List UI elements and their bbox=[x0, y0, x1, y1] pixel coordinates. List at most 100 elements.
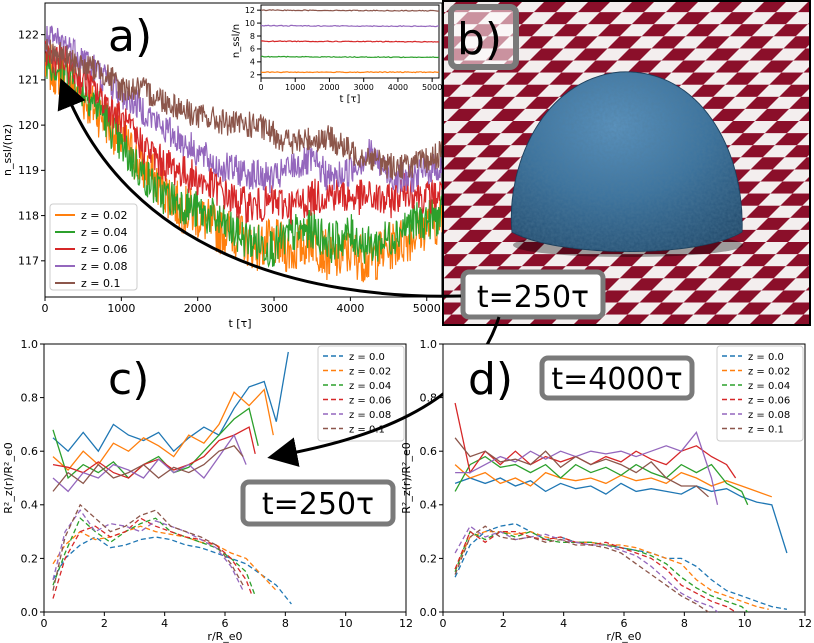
inset-ytick-label: 4 bbox=[250, 58, 255, 67]
legend-c-label: z = 0.0 bbox=[349, 352, 385, 363]
panel_d-xtick-label: 10 bbox=[738, 617, 752, 630]
legend-d-label: z = 0.06 bbox=[748, 396, 790, 407]
panel_c-ytick-label: 0.8 bbox=[21, 391, 39, 404]
panel-d-time-box bbox=[539, 355, 695, 401]
panel-b-time-box bbox=[460, 269, 606, 320]
inset-xtick-label: 5000 bbox=[422, 83, 442, 92]
panel-d-time: t=4000τ bbox=[551, 362, 682, 397]
panel-a-xtick-label: 3000 bbox=[260, 302, 288, 315]
panel_c-series-line-5 bbox=[52, 503, 244, 591]
panel_d-series-line-4 bbox=[454, 525, 718, 613]
inset-xtick-label: 3000 bbox=[354, 83, 374, 92]
inset-xtick-label: 4000 bbox=[388, 83, 408, 92]
inset-ytick-label: 2 bbox=[250, 71, 255, 80]
panel_c-xtick-label: 10 bbox=[339, 617, 353, 630]
panel_d-xtick-label: 8 bbox=[681, 617, 688, 630]
panel-a-ytick-label: 117 bbox=[18, 255, 39, 268]
panel_c-series-line-6 bbox=[52, 351, 289, 453]
panel_d-xtick-label: 4 bbox=[560, 617, 567, 630]
panel_d-ytick-label: 0.4 bbox=[420, 499, 438, 512]
legend-c-label: z = 0.08 bbox=[349, 410, 391, 421]
series-line-2 bbox=[45, 40, 442, 226]
panel-a-letter: a) bbox=[108, 11, 152, 62]
legend-a-label: z = 0.1 bbox=[81, 277, 120, 290]
panel_c-series-line-3 bbox=[52, 517, 253, 599]
panel_d-xtick-label: 12 bbox=[798, 617, 812, 630]
panel_c-series-line-0 bbox=[52, 536, 292, 605]
panel_c-xtick-label: 0 bbox=[41, 617, 48, 630]
panel_d-series-line-0 bbox=[454, 522, 788, 610]
legend-c-label: z = 0.04 bbox=[349, 381, 391, 392]
panel_d-series-line-8 bbox=[454, 455, 749, 506]
panel_d-series-line-2 bbox=[454, 530, 749, 613]
panel_d-series-line-1 bbox=[454, 530, 769, 610]
legend-a-label: z = 0.06 bbox=[81, 243, 127, 256]
panel-a-ytick-label: 120 bbox=[18, 119, 39, 132]
legend-panel-a: z = 0.02 z = 0.04 z = 0.06 z = 0.08 z = 0.1 bbox=[49, 203, 138, 291]
panel-d-xlabel: r/R_e0 bbox=[606, 630, 641, 643]
panel_c-ytick-label: 0.0 bbox=[21, 606, 39, 619]
panel_c-series-line-4 bbox=[52, 509, 244, 591]
panel-b-letter: b) bbox=[457, 14, 502, 65]
inset-series-line-2 bbox=[260, 40, 440, 43]
inset-series-line-4 bbox=[260, 9, 440, 12]
panel-c-time-box bbox=[240, 479, 396, 527]
legend-d-label: z = 0.1 bbox=[748, 425, 784, 436]
panel-c-ylabel: R²_z(r)/R²_e0 bbox=[2, 442, 15, 513]
panel-c-chart: 0 2 4 6 8 10 120.00.20.40.60.81.0 c) z = 0.0z … bbox=[2, 338, 413, 643]
panel-a-xlabel: t [τ] bbox=[228, 317, 251, 330]
inset-ytick-label: 6 bbox=[250, 45, 255, 54]
legend-d-label: z = 0.08 bbox=[748, 410, 790, 421]
panel-a-chart: 0 1000 2000 3000 4000 5000117118119120121122 … bbox=[1, 2, 443, 330]
panel_d-ytick-label: 0.0 bbox=[420, 606, 438, 619]
inset-ytick-label: 10 bbox=[245, 19, 255, 28]
panel-a-xtick-label: 2000 bbox=[184, 302, 212, 315]
panel_d-series-line-7 bbox=[454, 464, 773, 498]
panel-a-ytick-label: 118 bbox=[18, 209, 39, 222]
panel_d-series-line-3 bbox=[454, 530, 736, 613]
legend-d-label: z = 0.02 bbox=[748, 367, 790, 378]
panel-a-ytick-label: 122 bbox=[18, 29, 39, 42]
panel_c-ytick-label: 0.2 bbox=[21, 552, 39, 565]
panel_d-series-line-6 bbox=[454, 477, 788, 554]
legend-a-label: z = 0.02 bbox=[81, 209, 127, 222]
legend-c-label: z = 0.06 bbox=[349, 396, 391, 407]
legend-panel-c: z = 0.0 z = 0.02 z = 0.04 z = 0.06 z = 0.08 z… bbox=[317, 345, 405, 442]
panel_c-series-line-7 bbox=[52, 388, 274, 471]
series-line-1 bbox=[45, 48, 442, 269]
panel-d-chart: 0 2 4 6 8 10 120.00.20.40.60.81.0 d) z = 0.0z … bbox=[400, 338, 812, 643]
inset-series-line-0 bbox=[260, 71, 440, 74]
panel_d-ytick-label: 0.8 bbox=[420, 391, 438, 404]
panel_c-xtick-label: 2 bbox=[101, 617, 108, 630]
inset-xtick-label: 0 bbox=[258, 83, 263, 92]
panel_c-series-line-8 bbox=[52, 407, 259, 480]
panel-a-xtick-label: 4000 bbox=[336, 302, 364, 315]
series-line-3 bbox=[45, 25, 442, 194]
panel_c-xtick-label: 8 bbox=[282, 617, 289, 630]
panel_c-xtick-label: 6 bbox=[222, 617, 229, 630]
panel_d-series-line-10 bbox=[455, 431, 719, 505]
panel_d-series-line-11 bbox=[454, 437, 709, 498]
panel_c-series-line-2 bbox=[52, 517, 256, 597]
panel_d-xtick-label: 6 bbox=[621, 617, 628, 630]
panel_c-ytick-label: 1.0 bbox=[21, 338, 39, 351]
legend-c-label: z = 0.1 bbox=[349, 425, 385, 436]
panel-a-xtick-label: 1000 bbox=[107, 302, 135, 315]
series-line-4 bbox=[45, 38, 442, 181]
arrow-to-panel-a bbox=[57, 78, 462, 298]
inset-xtick-label: 2000 bbox=[319, 83, 339, 92]
panel_c-xtick-label: 12 bbox=[399, 617, 413, 630]
panel_d-xtick-label: 2 bbox=[500, 617, 507, 630]
panel-b-letter-box bbox=[448, 4, 519, 70]
inset-ytick-label: 12 bbox=[245, 6, 255, 15]
panel_d-series-line-9 bbox=[454, 402, 737, 479]
panel_d-ytick-label: 1.0 bbox=[420, 338, 438, 351]
legend-a-label: z = 0.08 bbox=[81, 260, 127, 273]
panel-c-xlabel: r/R_e0 bbox=[207, 630, 242, 643]
panel-a-ytick-label: 121 bbox=[18, 74, 39, 87]
panel-a-xtick-label: 5000 bbox=[413, 302, 441, 315]
legend-panel-d: z = 0.0 z = 0.02 z = 0.04 z = 0.06 z = 0.08 z… bbox=[716, 345, 804, 442]
inset-xtick-label: 1000 bbox=[285, 83, 305, 92]
legend-d-label: z = 0.04 bbox=[748, 381, 790, 392]
